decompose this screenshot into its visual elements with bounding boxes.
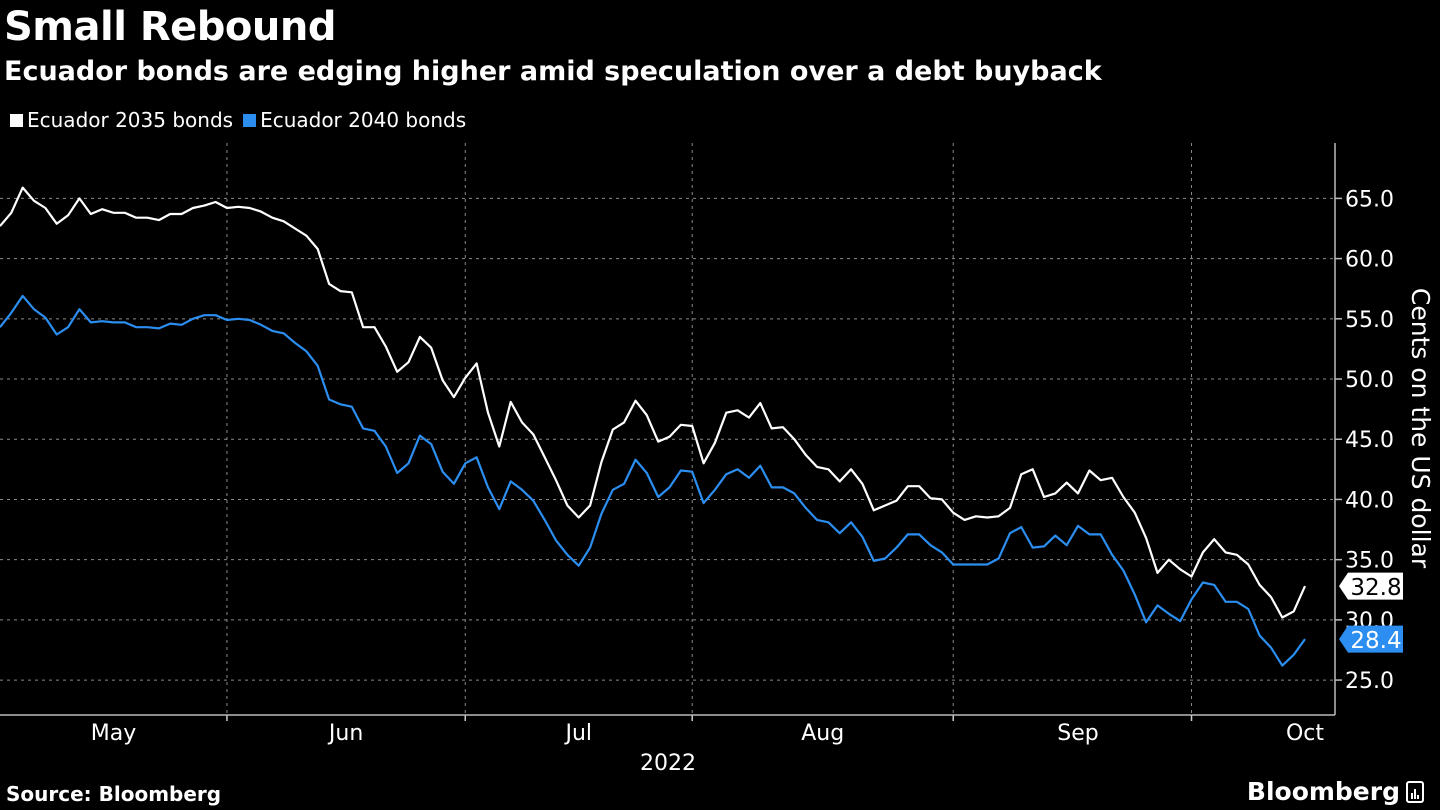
end-value-tag (1339, 625, 1403, 653)
x-tick-label: Jun (327, 721, 363, 746)
x-tick-label: Oct (1286, 721, 1324, 746)
chart-title: Small Rebound (4, 4, 336, 50)
end-value-label: 32.8 (1350, 575, 1401, 601)
end-value-label: 28.4 (1350, 628, 1401, 654)
y-tick-label: 35.0 (1345, 549, 1394, 574)
y-tick-label: 50.0 (1345, 368, 1394, 393)
legend: Ecuador 2035 bonds Ecuador 2040 bonds (10, 108, 466, 132)
legend-label-2035: Ecuador 2035 bonds (27, 108, 234, 132)
y-tick-label: 25.0 (1345, 669, 1394, 694)
legend-label-2040: Ecuador 2040 bonds (260, 108, 467, 132)
x-tick-label: Aug (801, 721, 844, 746)
y-tick-label: 45.0 (1345, 428, 1394, 453)
end-value-tag (1339, 572, 1403, 600)
y-tick-label: 60.0 (1345, 248, 1394, 273)
chart-icon (1406, 780, 1424, 803)
y-axis-label: Cents on the US dollar (1406, 288, 1435, 569)
y-tick-label: 55.0 (1345, 308, 1394, 333)
series-line-2040 (0, 294, 1306, 667)
brand-name: Bloomberg (1246, 777, 1400, 806)
x-tick-label: Jul (563, 721, 592, 746)
legend-item-2035: Ecuador 2035 bonds (10, 108, 233, 132)
bloomberg-logo: Bloomberg (1247, 777, 1424, 806)
legend-swatch-2035 (10, 113, 23, 127)
legend-item-2040: Ecuador 2040 bonds (243, 108, 466, 132)
y-tick-label: 40.0 (1345, 488, 1394, 513)
x-tick-label: Sep (1057, 721, 1098, 746)
x-tick-label: May (91, 721, 136, 746)
legend-swatch-2040 (243, 113, 257, 127)
x-axis-label: 2022 (640, 751, 696, 776)
y-tick-label: 65.0 (1345, 187, 1394, 212)
source-note: Source: Bloomberg (6, 782, 222, 806)
series-line-2035 (0, 186, 1307, 619)
chart-subtitle: Ecuador bonds are edging higher amid spe… (4, 56, 1102, 87)
